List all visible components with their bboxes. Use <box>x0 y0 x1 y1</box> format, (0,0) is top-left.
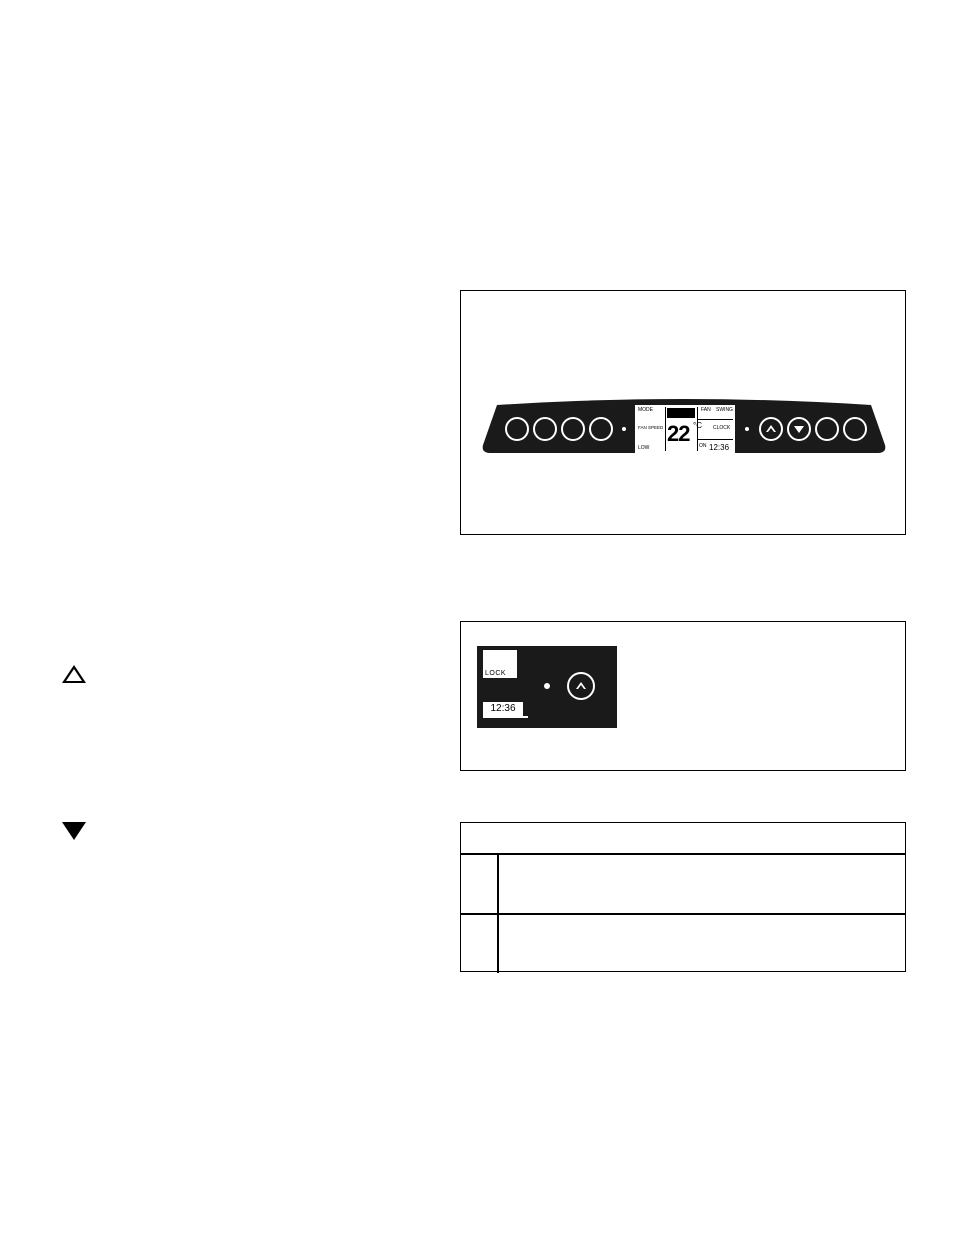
chevron-up-icon <box>766 425 776 432</box>
panel-button-3[interactable] <box>561 417 585 441</box>
figure-2-box: LOCK 12:36 <box>460 621 906 771</box>
lcd-label-low: LOW <box>638 445 649 451</box>
chevron-down-icon <box>794 426 804 433</box>
lcd-time: 12:36 <box>709 443 729 452</box>
lock-label: LOCK <box>485 670 506 677</box>
panel-button-2[interactable] <box>533 417 557 441</box>
table-header-rule <box>461 853 905 855</box>
detail-time-text: 12:36 <box>490 703 515 714</box>
panel-button-8[interactable] <box>843 417 867 441</box>
lcd-temp-value: 22 <box>667 421 689 447</box>
chevron-up-icon <box>576 682 586 689</box>
panel-button-4[interactable] <box>589 417 613 441</box>
detail-up-button[interactable] <box>567 672 595 700</box>
detail-underline <box>483 716 528 718</box>
lock-detail-block: LOCK 12:36 <box>477 646 617 728</box>
page: MODE FAN SWING FAN SPEED LOW CLOCK ON 22… <box>0 0 954 1235</box>
table-row-rule <box>461 913 905 915</box>
lock-cell: LOCK <box>483 650 517 678</box>
detail-time: 12:36 <box>483 702 523 716</box>
figure-1-box: MODE FAN SWING FAN SPEED LOW CLOCK ON 22… <box>460 290 906 535</box>
triangle-up-icon <box>62 665 86 683</box>
control-panel: MODE FAN SWING FAN SPEED LOW CLOCK ON 22… <box>479 399 889 459</box>
table-box <box>460 822 906 972</box>
up-button[interactable] <box>759 417 783 441</box>
detail-dot <box>544 683 550 689</box>
panel-button-1[interactable] <box>505 417 529 441</box>
indicator-dot-left <box>622 427 626 431</box>
lcd-label-clock: CLOCK <box>713 425 730 431</box>
triangle-down-icon <box>62 822 86 840</box>
lcd-label-fan: FAN <box>701 407 711 413</box>
lcd-label-fanspeed: FAN SPEED <box>638 425 663 430</box>
panel-button-7[interactable] <box>815 417 839 441</box>
lcd-mode-icon <box>667 408 695 418</box>
lcd-display: MODE FAN SWING FAN SPEED LOW CLOCK ON 22… <box>635 405 735 453</box>
lcd-label-on: ON <box>699 443 707 449</box>
table-col-rule <box>497 853 499 973</box>
lcd-temp-unit: °C <box>693 421 702 430</box>
lcd-label-swing: SWING <box>716 407 733 413</box>
down-button[interactable] <box>787 417 811 441</box>
lcd-label-mode: MODE <box>638 407 653 413</box>
indicator-dot-right <box>745 427 749 431</box>
